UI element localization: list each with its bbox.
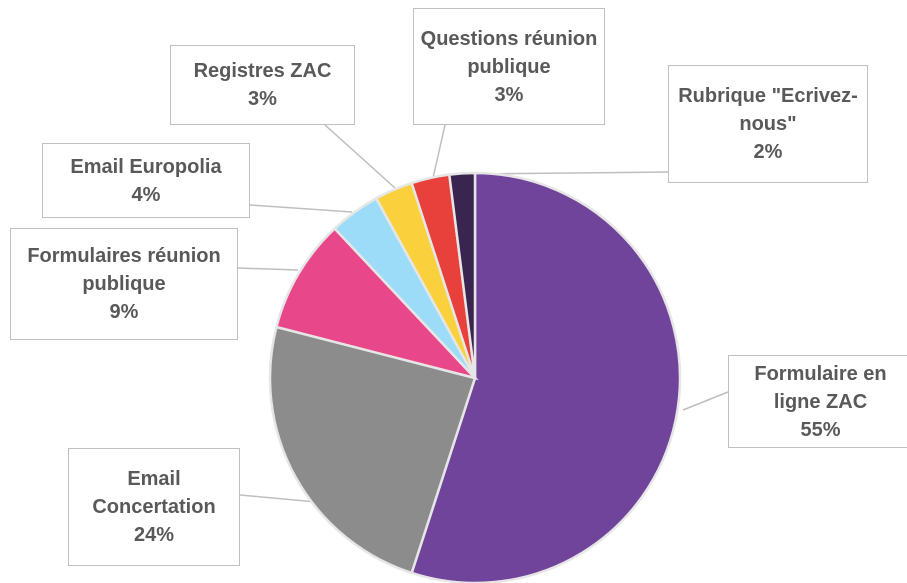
value-label: 9% [109,301,139,323]
category-label: Formulaires réunion publique [27,245,221,295]
data-label-box: Email Concertation 24% [68,448,240,566]
category-label: Rubrique "Ecrivez-nous" [678,85,858,135]
leader-line [249,204,353,213]
data-label-box: Rubrique "Ecrivez-nous" 2% [668,65,868,183]
data-label-box: Email Europolia 4% [42,143,250,218]
data-label-box: Registres ZAC 3% [170,45,355,125]
value-label: 3% [248,88,277,110]
value-label: 3% [494,83,524,106]
leader-line [324,124,396,189]
pie-slice [274,226,479,381]
data-label-box: Formulaire en ligne ZAC 55% [728,355,907,448]
category-label: Formulaire en ligne ZAC [754,362,887,413]
value-label: 24% [133,524,175,546]
data-label-box: Questions réunion publique 3% [413,8,605,125]
pie-slice [410,171,682,583]
category-label: Email Europolia [70,155,222,178]
value-label: 55% [800,418,841,441]
category-label: Registres ZAC [193,60,332,82]
value-label: 2% [753,141,783,163]
leader-line [682,391,729,411]
pie-slice [268,325,477,575]
category-label: Email Concertation [92,468,216,518]
value-label: 4% [131,183,161,206]
leader-line [237,267,299,271]
category-label: Questions réunion publique [420,27,598,78]
data-label-box: Formulaires réunion publique 9% [10,228,238,340]
leader-line [432,124,446,179]
pie-slice [447,171,477,379]
